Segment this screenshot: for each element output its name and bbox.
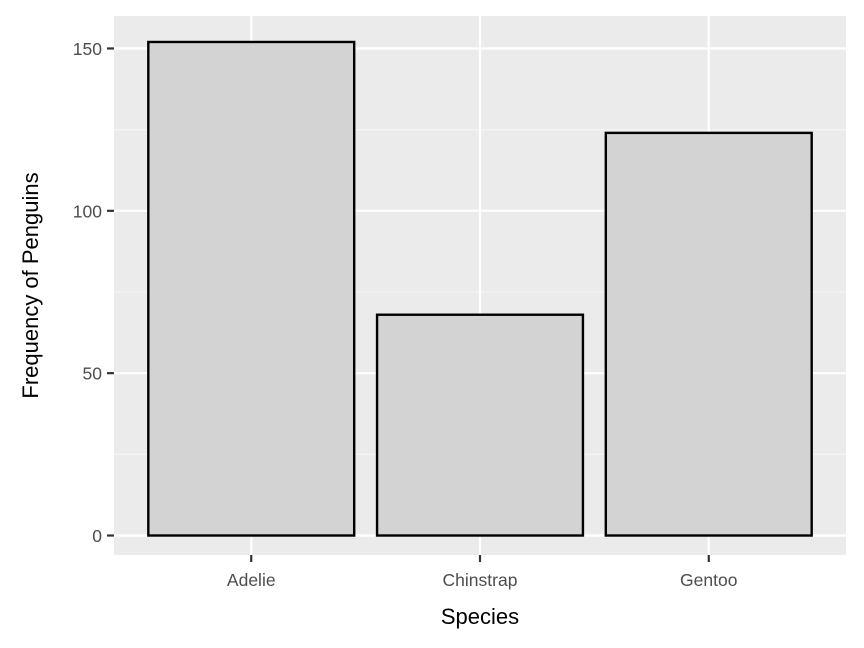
x-axis-title: Species [441, 604, 519, 629]
y-tick-label: 150 [73, 39, 102, 59]
y-axis: 0 50 100 150 [73, 39, 114, 546]
x-tick-label: Chinstrap [443, 570, 518, 590]
x-tick-label: Adelie [227, 570, 276, 590]
bar-gentoo [604, 131, 813, 537]
bar-chinstrap [375, 313, 585, 537]
x-axis: Adelie Chinstrap Gentoo [227, 555, 737, 590]
y-axis-title: Frequency of Penguins [18, 172, 43, 398]
y-tick-label: 0 [92, 526, 102, 546]
y-tick-label: 50 [83, 364, 103, 384]
bars [147, 40, 813, 537]
y-tick-label: 100 [73, 201, 102, 221]
bar-adelie [147, 40, 356, 537]
x-tick-label: Gentoo [680, 570, 737, 590]
